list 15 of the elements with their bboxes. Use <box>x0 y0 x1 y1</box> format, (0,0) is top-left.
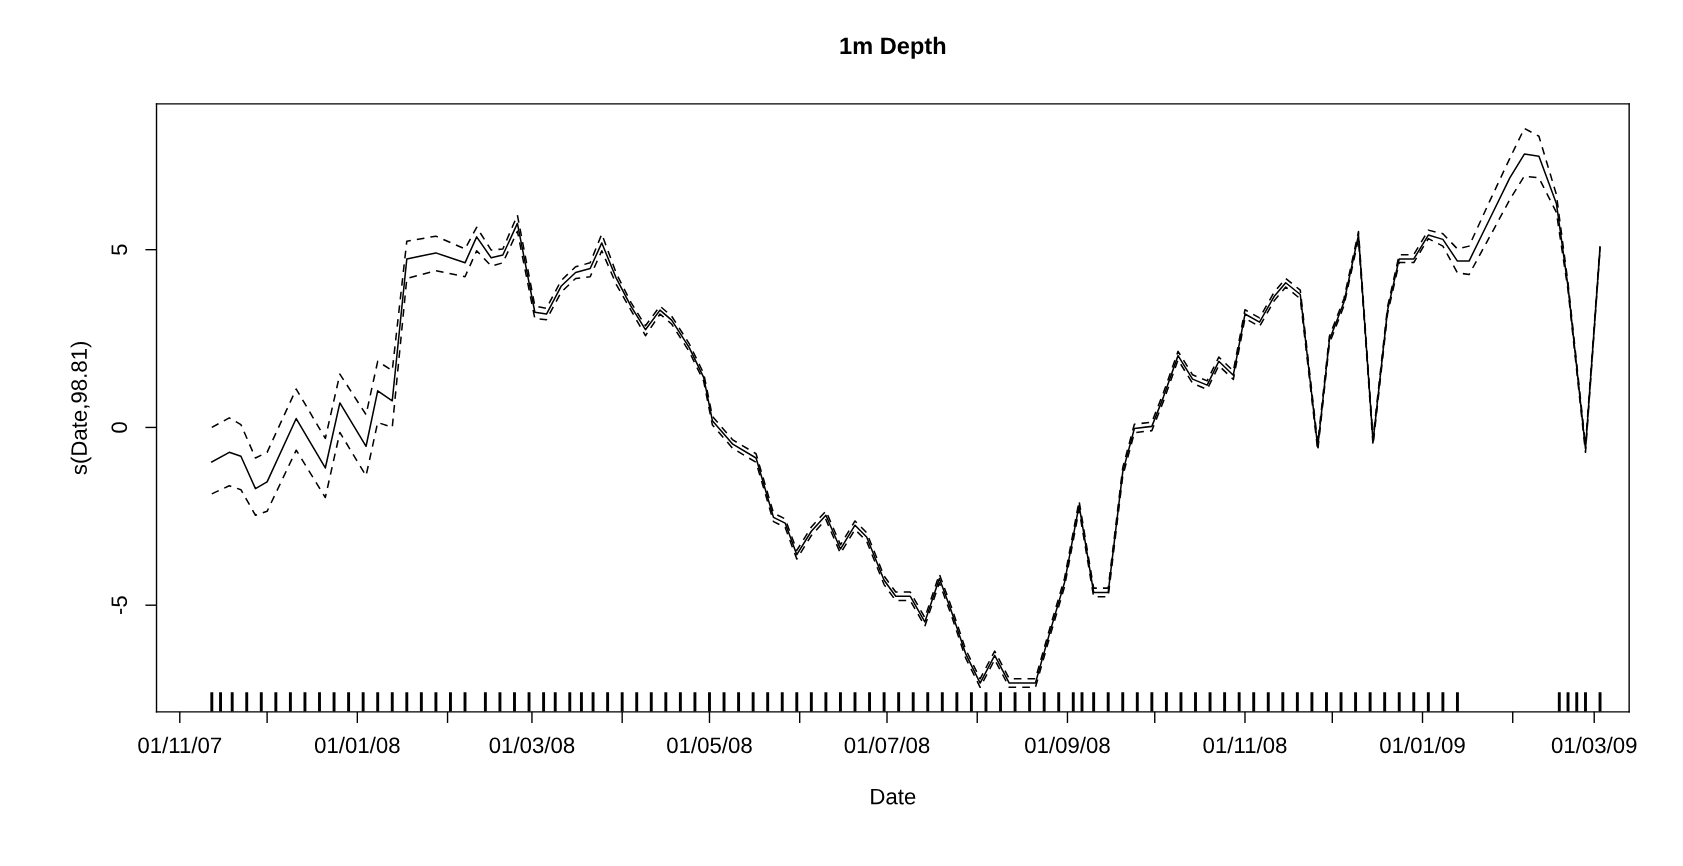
x-tick-label: 01/01/08 <box>314 736 400 754</box>
x-tick-label: 01/03/08 <box>489 736 575 754</box>
y-tick-label: 5 <box>111 244 128 255</box>
x-tick-label: 01/11/08 <box>1203 736 1287 754</box>
x-tick-label: 01/01/09 <box>1380 736 1465 754</box>
x-tick-label: 01/11/07 <box>138 736 222 754</box>
y-tick-label: -5 <box>111 596 128 615</box>
y-axis-title: s(Date,98.81) <box>70 341 92 475</box>
y-tick-label: 0 <box>111 422 128 433</box>
chart-title: 1m Depth <box>840 36 946 59</box>
x-tick-label: 01/07/08 <box>844 736 930 754</box>
x-tick-label: 01/05/08 <box>667 736 752 754</box>
x-tick-label: 01/09/08 <box>1025 736 1110 754</box>
x-axis-title: Date <box>871 788 916 805</box>
x-tick-label: 01/03/09 <box>1551 736 1637 754</box>
